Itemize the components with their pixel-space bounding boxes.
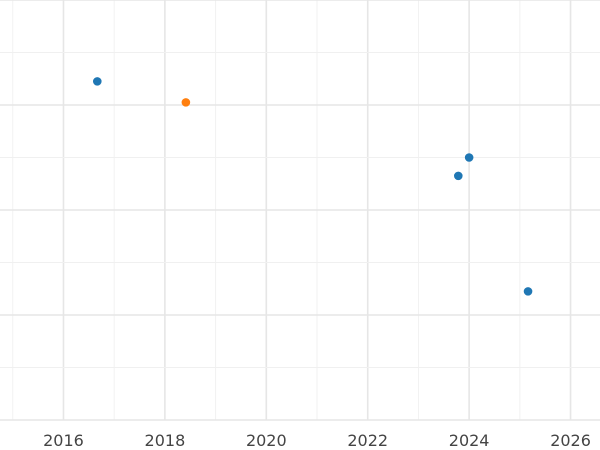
data-point <box>454 171 463 181</box>
x-tick-label: 2024 <box>449 431 490 450</box>
data-point <box>92 77 102 86</box>
data-point <box>523 287 533 296</box>
grid <box>0 0 600 421</box>
x-tick-label: 2016 <box>43 431 84 450</box>
x-axis-ticks: 2016 2018 2020 2022 2024 2026 <box>43 431 591 450</box>
data-point <box>464 153 474 162</box>
x-tick-label: 2018 <box>145 431 186 450</box>
x-tick-label: 2022 <box>347 431 388 450</box>
data-point <box>181 98 191 107</box>
data-points <box>92 77 533 296</box>
x-tick-label: 2026 <box>550 431 591 450</box>
x-tick-label: 2020 <box>246 431 287 450</box>
